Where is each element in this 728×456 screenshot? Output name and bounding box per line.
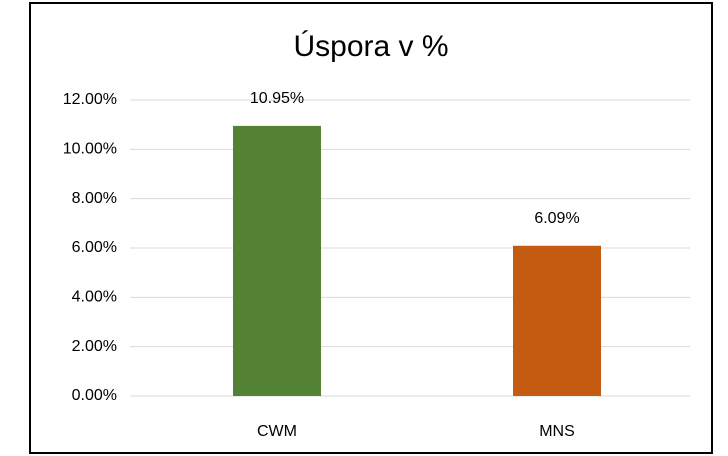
y-tick-label: 6.00% <box>72 239 117 256</box>
y-tick-label: 4.00% <box>72 289 117 306</box>
data-label: 6.09% <box>534 210 579 227</box>
chart-border <box>29 2 713 454</box>
chart-title: Úspora v % <box>293 30 448 63</box>
y-tick-label: 8.00% <box>72 190 117 207</box>
x-tick-label: CWM <box>257 423 297 440</box>
bar <box>233 125 321 397</box>
y-tick-label: 2.00% <box>72 338 117 355</box>
y-tick-label: 0.00% <box>72 387 117 404</box>
data-label: 10.95% <box>250 90 304 107</box>
x-tick-label: MNS <box>539 423 575 440</box>
bar <box>513 245 601 396</box>
y-tick-label: 12.00% <box>63 91 117 108</box>
y-tick-label: 10.00% <box>63 141 117 158</box>
